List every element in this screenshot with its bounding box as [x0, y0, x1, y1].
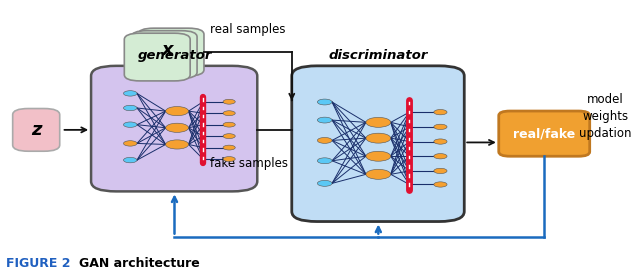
Circle shape: [434, 154, 447, 159]
Circle shape: [434, 168, 447, 174]
Text: z: z: [31, 121, 42, 139]
Circle shape: [166, 140, 189, 149]
Text: generator: generator: [138, 49, 212, 62]
Circle shape: [434, 182, 447, 187]
Circle shape: [223, 157, 236, 162]
Circle shape: [223, 145, 236, 150]
Circle shape: [223, 122, 236, 127]
Circle shape: [366, 133, 391, 143]
Circle shape: [366, 169, 391, 179]
Circle shape: [166, 107, 189, 116]
Circle shape: [223, 99, 236, 104]
Text: real/fake: real/fake: [513, 127, 575, 140]
Circle shape: [434, 139, 447, 144]
Text: real samples: real samples: [211, 23, 285, 36]
FancyBboxPatch shape: [131, 31, 197, 78]
Text: fake samples: fake samples: [211, 157, 288, 170]
Circle shape: [317, 181, 332, 186]
Circle shape: [124, 122, 137, 128]
Circle shape: [124, 91, 137, 96]
Text: x: x: [162, 40, 173, 59]
Circle shape: [434, 110, 447, 115]
Circle shape: [317, 158, 332, 164]
FancyBboxPatch shape: [138, 28, 204, 76]
FancyBboxPatch shape: [13, 109, 60, 151]
Circle shape: [223, 134, 236, 139]
Circle shape: [166, 123, 189, 132]
Circle shape: [223, 111, 236, 116]
Circle shape: [317, 117, 332, 123]
Text: model
weights
updation: model weights updation: [579, 93, 632, 140]
Circle shape: [434, 124, 447, 129]
Circle shape: [124, 157, 137, 163]
Circle shape: [124, 105, 137, 111]
FancyBboxPatch shape: [124, 33, 190, 81]
Circle shape: [317, 99, 332, 105]
FancyBboxPatch shape: [499, 111, 589, 156]
Circle shape: [124, 141, 137, 146]
FancyBboxPatch shape: [91, 66, 257, 191]
Text: FIGURE 2: FIGURE 2: [6, 257, 71, 270]
FancyBboxPatch shape: [292, 66, 464, 222]
Circle shape: [366, 117, 391, 127]
Text: GAN architecture: GAN architecture: [79, 257, 199, 270]
Circle shape: [366, 151, 391, 161]
Circle shape: [317, 138, 332, 143]
Text: discriminator: discriminator: [329, 49, 428, 62]
